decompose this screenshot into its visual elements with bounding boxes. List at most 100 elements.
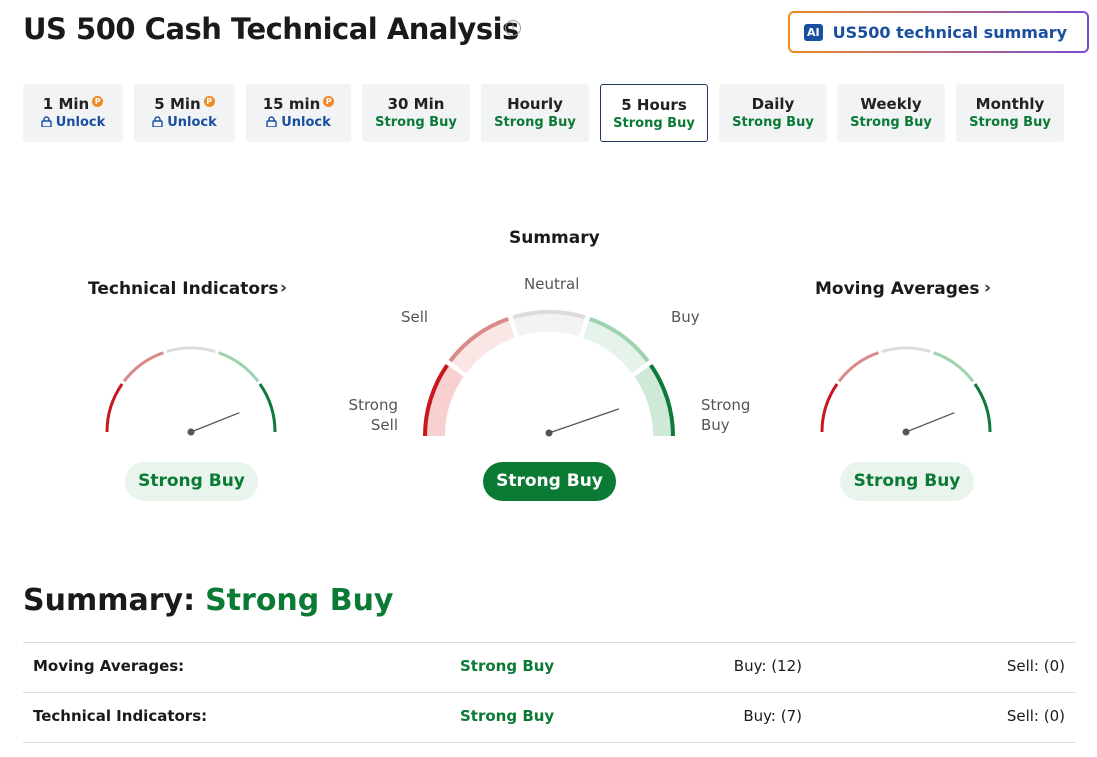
gauge-hub	[902, 428, 910, 436]
gauge-needle	[905, 412, 955, 433]
tab-label-text: 1 Min	[42, 95, 90, 113]
tab-label-text: 30 Min	[387, 95, 445, 113]
tab-status-text: Strong Buy	[375, 115, 457, 130]
summary-result: Strong Buy	[205, 583, 394, 618]
gauge-result: Strong Buy	[125, 462, 258, 501]
summary-label: Summary:	[23, 583, 196, 618]
timeframe-tab[interactable]: 5 Min P Unlock	[134, 84, 235, 142]
gauge-segment	[649, 363, 675, 437]
tab-label-text: 5 Min	[154, 95, 201, 113]
tab-label: 30 Min	[362, 95, 470, 113]
gauge-band	[423, 363, 464, 436]
row-name: Technical Indicators:	[33, 707, 208, 725]
timeframe-tab[interactable]: 30 Min Strong Buy	[362, 84, 470, 142]
tab-label: 5 Hours	[601, 96, 707, 114]
divider	[23, 742, 1076, 743]
gauge-segment	[881, 346, 931, 354]
timeframe-tab[interactable]: Weekly Strong Buy	[837, 84, 945, 142]
row-signal: Strong Buy	[460, 707, 555, 725]
pro-icon: P	[203, 96, 215, 107]
tab-label-text: Weekly	[860, 95, 922, 113]
ai-button-label: US500 technical summary	[832, 22, 1068, 42]
tab-status-text: Strong Buy	[732, 115, 814, 130]
tab-status-text: Unlock	[55, 115, 106, 130]
tab-status: Unlock	[134, 115, 235, 130]
gauge-needle	[548, 408, 620, 434]
gauge-segment	[166, 346, 216, 354]
gauge-segment	[589, 316, 650, 363]
lock-icon	[152, 116, 163, 128]
row-sell: Sell: (0)	[1006, 657, 1065, 675]
tab-label-text: Daily	[751, 95, 795, 113]
tab-status-text: Strong Buy	[494, 115, 576, 130]
gauge-needle	[190, 412, 240, 433]
tab-status: Strong Buy	[719, 115, 827, 130]
tab-label: 15 min P	[246, 95, 351, 113]
lock-icon	[266, 116, 277, 128]
gauge-title[interactable]: Moving Averages	[815, 279, 980, 299]
tab-label: Monthly	[956, 95, 1064, 113]
divider	[23, 692, 1076, 693]
gauge-label: Sell	[401, 308, 429, 326]
tab-label: 5 Min P	[134, 95, 235, 113]
ai-summary-button[interactable]: AI US500 technical summary	[788, 11, 1089, 53]
tab-status-text: Unlock	[281, 115, 331, 130]
chevron[interactable]: ›	[280, 278, 288, 298]
summary-heading: Summary: Strong Buy	[23, 583, 394, 618]
tab-label: Daily	[719, 95, 827, 113]
pro-icon: P	[323, 96, 335, 107]
tab-label-text: Hourly	[507, 95, 563, 113]
gauge-result: Strong Buy	[483, 462, 616, 501]
pro-icon: P	[92, 96, 104, 107]
gauge-band	[634, 363, 675, 436]
gauge-result: Strong Buy	[840, 462, 974, 501]
tab-label-text: 15 min	[262, 95, 321, 113]
row-sell: Sell: (0)	[1006, 707, 1065, 725]
ai-badge: AI	[804, 23, 823, 41]
gauge-hub	[545, 429, 553, 437]
timeframe-tab[interactable]: 5 Hours Strong Buy	[600, 84, 708, 142]
gauge-segment	[258, 383, 277, 433]
gauge-title[interactable]: Technical Indicators	[88, 279, 279, 299]
tab-label-text: 5 Hours	[621, 96, 687, 114]
timeframe-tab[interactable]: Hourly Strong Buy	[481, 84, 589, 142]
tab-status-text: Strong Buy	[969, 115, 1051, 130]
gauge-segment	[448, 316, 509, 363]
chevron[interactable]: ›	[984, 278, 992, 298]
gauge-segment	[973, 383, 992, 433]
gauge-segment	[837, 351, 879, 383]
gauge-label: Buy	[671, 308, 700, 326]
tab-label: Weekly	[837, 95, 945, 113]
timeframe-tab[interactable]: 15 min P Unlock	[246, 84, 351, 142]
tab-label: Hourly	[481, 95, 589, 113]
divider	[23, 642, 1076, 643]
gauge-segment	[933, 351, 975, 383]
tab-status: Strong Buy	[837, 115, 945, 130]
tab-status: Strong Buy	[362, 115, 470, 130]
tab-status: Strong Buy	[481, 115, 589, 130]
timeframe-tab[interactable]: Daily Strong Buy	[719, 84, 827, 142]
gauge-title: Summary	[509, 228, 600, 248]
gauge-segment	[820, 383, 839, 433]
gauge-band	[512, 310, 586, 337]
tab-label: 1 Min P	[23, 95, 123, 113]
tab-status: Unlock	[246, 115, 351, 130]
row-name: Moving Averages:	[33, 657, 185, 675]
timeframe-tab[interactable]: Monthly Strong Buy	[956, 84, 1064, 142]
gauge-band	[583, 316, 650, 374]
gauge-segment	[218, 351, 260, 383]
gauge-segment	[512, 310, 586, 320]
tab-status: Strong Buy	[601, 116, 707, 131]
gauge-segment	[122, 351, 164, 383]
timeframe-tab[interactable]: 1 Min P Unlock	[23, 84, 123, 142]
gauge-label: Strong Buy	[701, 396, 751, 434]
tab-status-text: Strong Buy	[850, 115, 932, 130]
gauge-hub	[187, 428, 195, 436]
info-icon[interactable]: i	[505, 20, 521, 36]
page-title: US 500 Cash Technical Analysis	[23, 12, 519, 46]
gauge-band	[448, 316, 515, 374]
tab-status: Strong Buy	[956, 115, 1064, 130]
tab-status-text: Strong Buy	[613, 116, 695, 131]
gauge-segment	[105, 383, 124, 433]
